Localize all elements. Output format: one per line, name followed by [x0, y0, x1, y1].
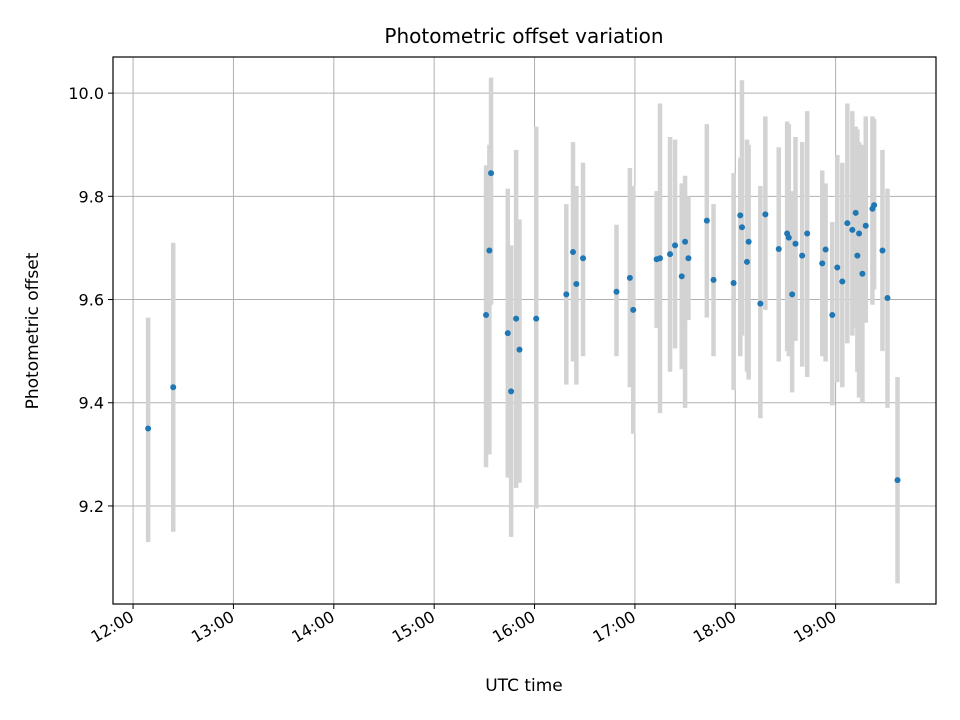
data-point: [630, 306, 637, 313]
data-point: [573, 281, 580, 288]
plot-frame: [112, 56, 937, 605]
y-tick-label: 9.4: [79, 394, 104, 413]
data-point: [785, 234, 792, 241]
data-point: [757, 300, 764, 307]
data-point: [789, 291, 796, 298]
data-point: [682, 238, 689, 245]
data-point: [879, 247, 886, 254]
data-point: [513, 315, 520, 322]
data-point: [822, 246, 829, 253]
data-point: [762, 211, 769, 218]
data-point: [563, 291, 570, 298]
y-tick-label: 9.8: [79, 187, 104, 206]
y-axis-label: Photometric offset: [23, 252, 43, 409]
data-point: [483, 312, 490, 319]
data-point: [737, 212, 744, 219]
data-point: [856, 230, 863, 237]
data-point: [488, 170, 495, 177]
data-point: [672, 242, 679, 249]
data-point: [743, 258, 750, 265]
data-point: [884, 294, 891, 301]
data-point: [839, 278, 846, 285]
data-point: [703, 217, 710, 224]
data-point: [819, 260, 826, 267]
y-tick-label: 9.2: [79, 497, 104, 516]
data-point: [730, 280, 737, 287]
data-point: [533, 315, 540, 322]
data-point: [570, 249, 577, 256]
data-point: [852, 209, 859, 216]
data-point: [580, 255, 587, 262]
data-point: [710, 276, 717, 283]
chart-title: Photometric offset variation: [384, 24, 663, 48]
data-point: [145, 425, 152, 432]
data-point: [685, 255, 692, 262]
data-point: [626, 274, 633, 281]
data-point: [170, 384, 177, 391]
data-point: [834, 264, 841, 271]
y-axis: 9.2 9.4 9.6 9.8 10.0: [68, 84, 113, 516]
x-axis-label: UTC time: [485, 676, 563, 696]
data-point: [859, 270, 866, 277]
data-point: [849, 226, 856, 233]
data-point: [775, 245, 782, 252]
y-tick-label: 10.0: [68, 84, 104, 103]
data-point: [738, 224, 745, 231]
data-point: [504, 330, 511, 337]
data-point: [678, 273, 685, 280]
data-point: [854, 252, 861, 259]
data-point: [792, 240, 799, 247]
data-point: [656, 255, 663, 262]
data-point: [871, 202, 878, 209]
data-point: [799, 252, 806, 259]
y-tick-label: 9.6: [79, 291, 104, 310]
data-point: [613, 288, 620, 295]
data-point: [516, 346, 523, 353]
data-point: [862, 222, 869, 229]
data-point: [508, 388, 515, 395]
data-points: [145, 170, 901, 484]
data-point: [745, 238, 752, 245]
data-point: [844, 220, 851, 227]
data-point: [804, 230, 811, 237]
data-point: [486, 247, 493, 254]
data-point: [667, 251, 674, 258]
data-point: [829, 312, 836, 319]
data-point: [894, 477, 901, 484]
